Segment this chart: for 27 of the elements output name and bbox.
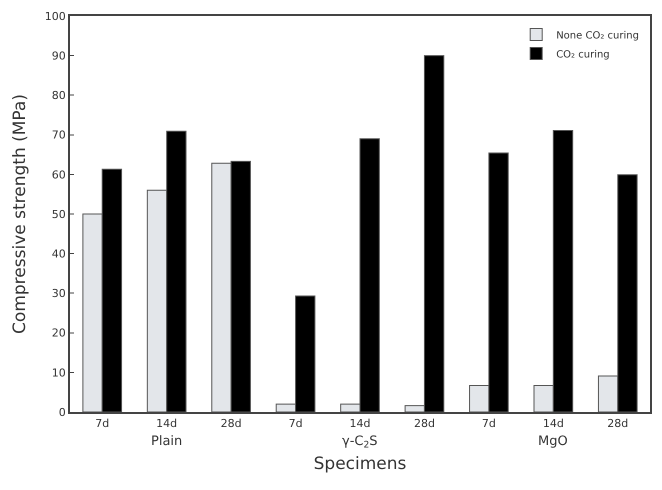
y-tick-label: 100 — [44, 10, 66, 23]
y-tick-label: 80 — [52, 89, 66, 102]
y-tick-label: 20 — [52, 326, 66, 340]
y-tick-label: 0 — [58, 406, 66, 419]
x-tick-label: 7d — [288, 417, 303, 430]
y-tick-label: 70 — [52, 128, 66, 142]
x-tick-label: 7d — [95, 417, 110, 430]
y-tick-label: 10 — [52, 366, 66, 380]
x-tick-label: 28d — [414, 417, 435, 430]
x-tick-label: 14d — [542, 417, 564, 430]
y-tick-label: 30 — [52, 287, 66, 300]
y-tick-label: 40 — [52, 247, 66, 260]
x-axis-title: Specimens — [314, 454, 407, 474]
y-axis-title: Compressive strength (MPa) — [10, 94, 30, 334]
text: MgO — [538, 434, 568, 449]
y-tick-label: 90 — [52, 49, 66, 62]
x-tick-label: 14d — [156, 417, 178, 430]
x-tick-label: 14d — [350, 417, 370, 430]
x-tick-label: 7d — [482, 417, 496, 430]
y-tick-label: 50 — [52, 208, 66, 221]
legend-label: None CO₂ curing — [556, 30, 639, 42]
legend-label: CO₂ curing — [556, 49, 610, 60]
text: γ-C$_{2}$S — [342, 434, 378, 451]
y-tick-label: 60 — [52, 168, 66, 182]
x-tick-label: 28d — [607, 417, 628, 430]
text: Plain — [151, 434, 182, 449]
x-tick-label: 28d — [220, 417, 242, 430]
